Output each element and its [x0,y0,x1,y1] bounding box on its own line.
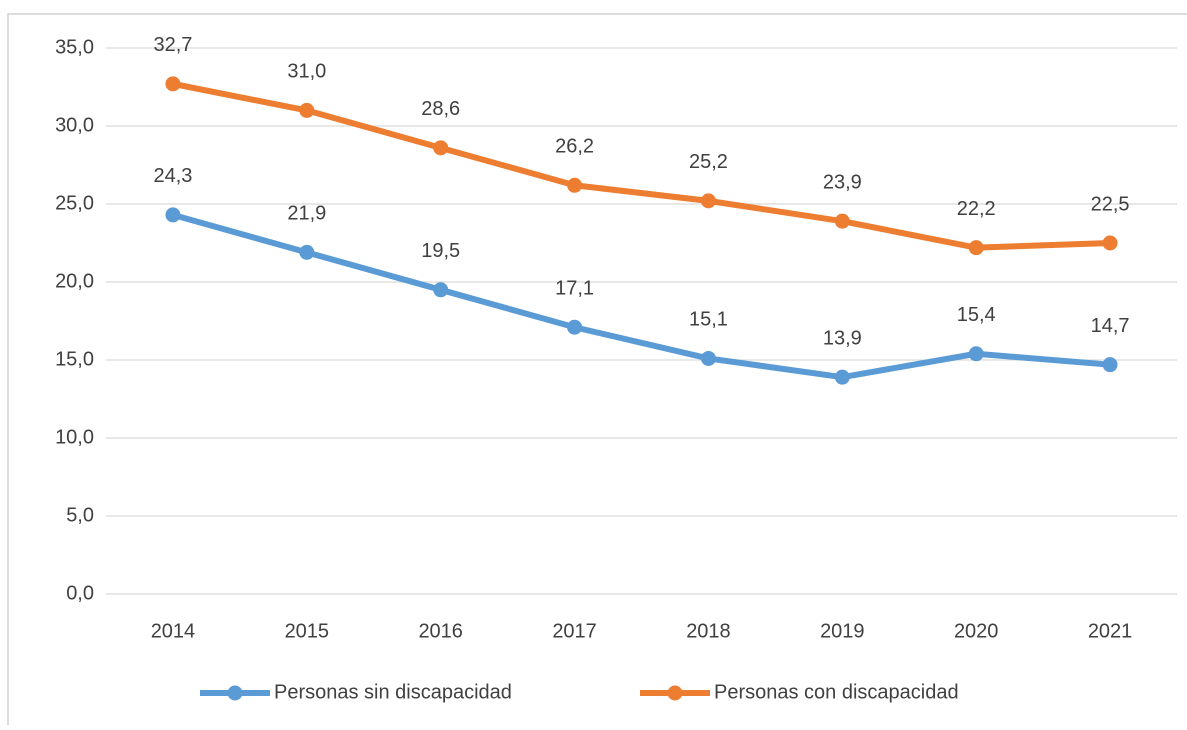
data-label: 32,7 [153,34,192,56]
data-label: 28,6 [421,98,460,120]
y-tick-label: 0,0 [66,582,94,604]
point-marker [1102,235,1118,251]
data-label: 13,9 [823,327,862,349]
data-label: 19,5 [421,240,460,262]
data-label: 31,0 [287,61,326,83]
point-marker [299,102,315,118]
x-tick-label: 2021 [1088,620,1133,642]
point-marker [968,240,984,256]
x-tick-label: 2015 [285,620,330,642]
data-label: 24,3 [153,165,192,187]
y-tick-label: 20,0 [55,270,94,292]
x-tick-label: 2020 [954,620,999,642]
data-label: 15,1 [689,309,728,331]
chart-frame [7,13,1187,730]
data-label: 14,7 [1091,315,1130,337]
x-tick-label: 2014 [151,620,196,642]
y-tick-label: 25,0 [55,192,94,214]
data-label: 22,2 [957,198,996,220]
y-tick-label: 35,0 [55,36,94,58]
x-tick-label: 2017 [552,620,597,642]
legend-label: Personas con discapacidad [714,681,959,703]
point-marker [567,319,583,335]
x-tick-label: 2019 [820,620,865,642]
data-label: 25,2 [689,151,728,173]
point-marker [567,177,583,193]
point-marker [1102,357,1118,373]
y-tick-label: 30,0 [55,114,94,136]
data-label: 22,5 [1091,193,1130,215]
series-line [169,211,1114,381]
x-tick-label: 2018 [686,620,731,642]
data-label: 21,9 [287,203,326,225]
point-marker [834,369,850,385]
point-marker [700,193,716,209]
y-tick-label: 15,0 [55,348,94,370]
data-label: 23,9 [823,171,862,193]
point-marker [834,213,850,229]
series-line [169,80,1114,251]
point-marker [433,140,449,156]
y-tick-label: 5,0 [66,504,94,526]
legend-swatch-marker [227,685,243,701]
data-label: 15,4 [957,304,996,326]
point-marker [968,346,984,362]
point-marker [165,207,181,223]
legend-swatch-marker [667,685,683,701]
y-tick-label: 10,0 [55,426,94,448]
data-label: 17,1 [555,278,594,300]
legend-label: Personas sin discapacidad [274,681,512,703]
point-marker [165,76,181,92]
x-tick-label: 2016 [418,620,463,642]
point-marker [299,244,315,260]
point-marker [433,282,449,298]
point-marker [700,350,716,366]
data-label: 26,2 [555,136,594,158]
